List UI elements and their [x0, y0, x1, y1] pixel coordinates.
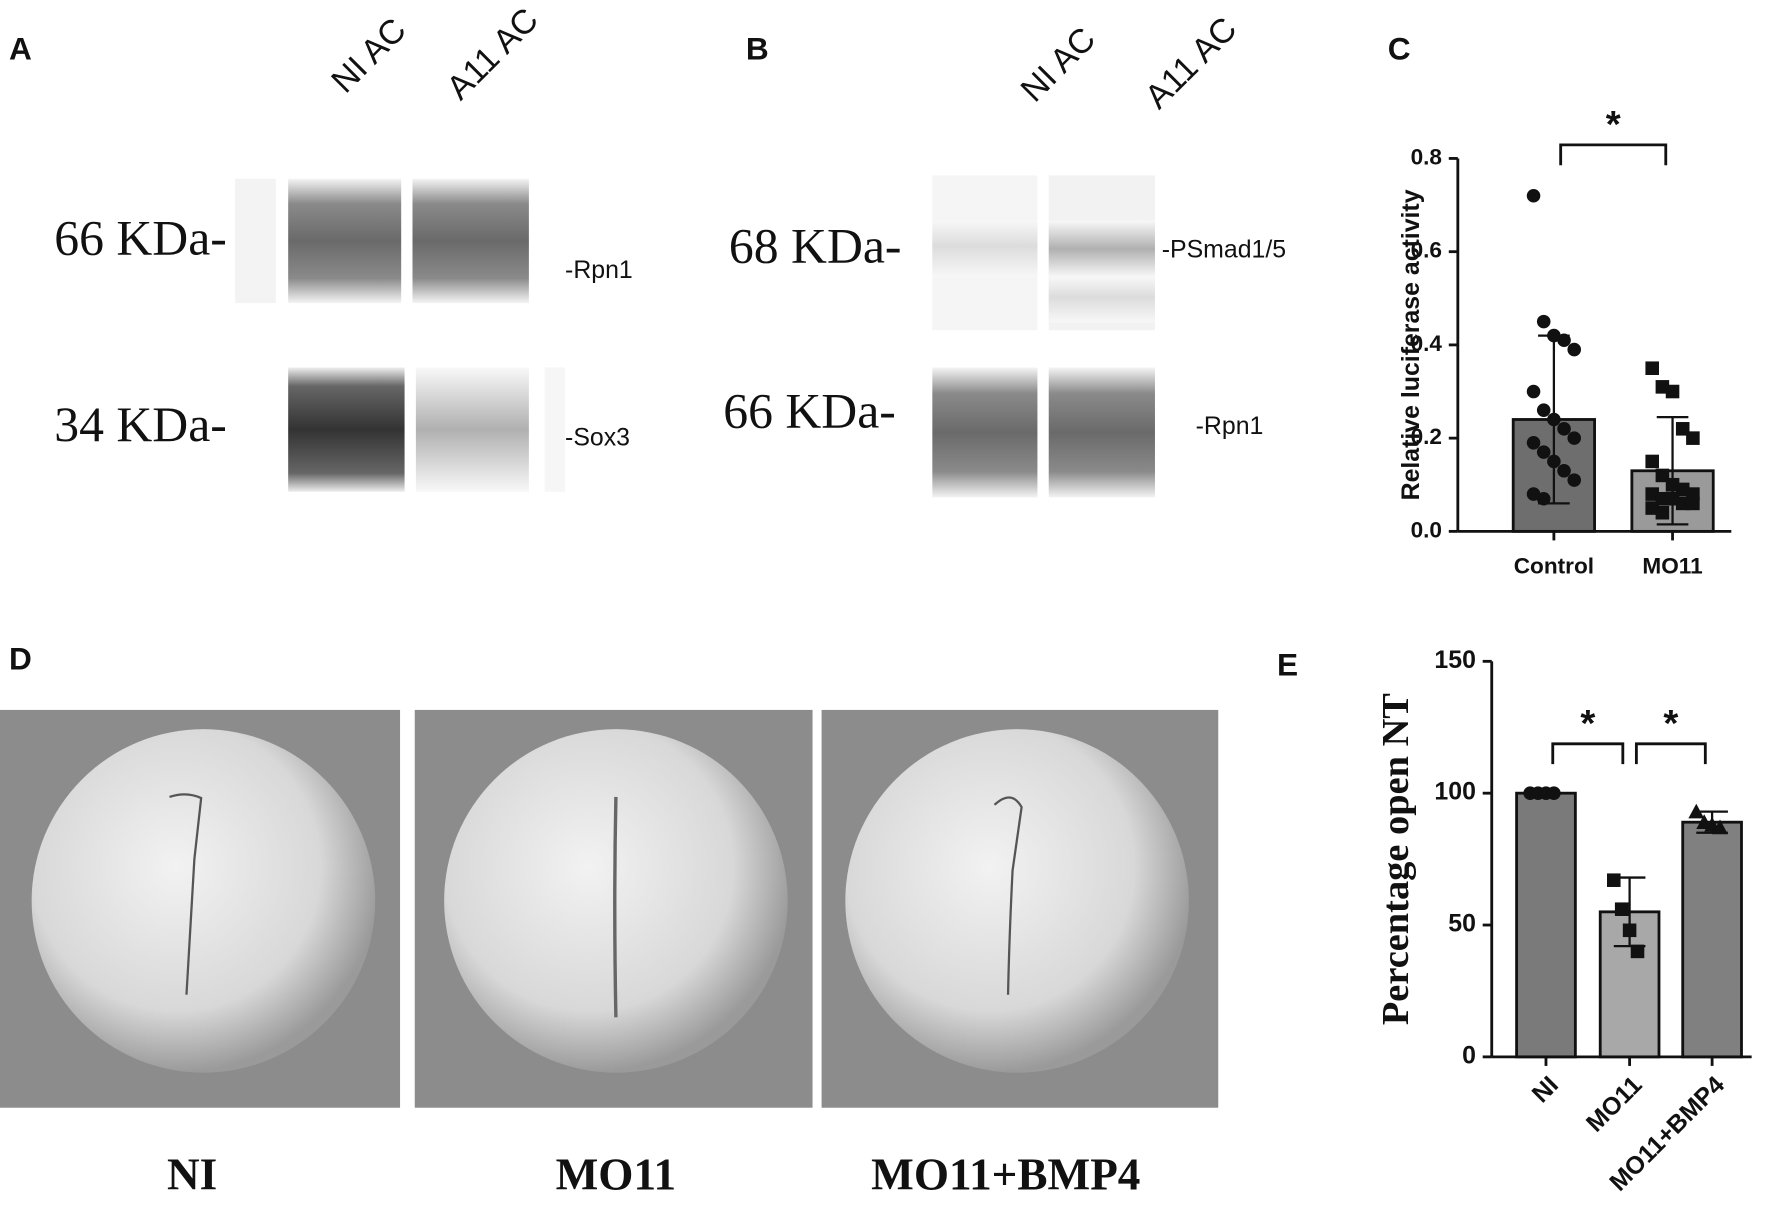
data-point — [1645, 361, 1659, 375]
lane-label: NI AC — [1014, 20, 1103, 109]
data-point — [1526, 436, 1541, 450]
panel-letter: C — [1388, 30, 1411, 66]
photo-caption: MO11+BMP4 — [871, 1149, 1140, 1199]
data-point — [1686, 496, 1700, 511]
y-tick-label: 100 — [1434, 778, 1475, 806]
data-point — [1557, 422, 1571, 436]
data-point — [1547, 786, 1561, 800]
y-tick-label: 0.6 — [1411, 238, 1442, 263]
photo-caption: NI — [167, 1149, 217, 1199]
band-label: -Rpn1 — [565, 256, 633, 284]
significance-label: * — [1580, 702, 1595, 745]
data-point — [1614, 902, 1629, 916]
x-tick-label: NI — [1527, 1071, 1564, 1108]
x-tick-label: Control — [1514, 554, 1594, 579]
data-point — [1665, 384, 1680, 399]
lane-label: A11 AC — [439, 1, 545, 107]
panel-letter: D — [9, 641, 32, 677]
data-point — [1567, 342, 1582, 357]
data-point — [1526, 188, 1541, 203]
band-label: -Sox3 — [565, 423, 630, 451]
marker-label: 66 KDa- — [723, 384, 896, 439]
data-point — [1688, 803, 1705, 819]
panel-letter: B — [746, 30, 769, 66]
blot-b — [932, 175, 1155, 498]
y-tick-label: 0.0 — [1411, 517, 1442, 542]
y-axis-label: Percentage open NT — [1375, 693, 1417, 1025]
band-label: -PSmad1/5 — [1162, 236, 1286, 264]
data-point — [1686, 431, 1700, 445]
y-tick-label: 0.2 — [1411, 424, 1442, 449]
photo-caption: MO11 — [556, 1149, 677, 1199]
significance-label: * — [1606, 103, 1621, 146]
data-point — [1567, 473, 1582, 487]
significance-bracket — [1634, 742, 1707, 765]
lane-label: NI AC — [324, 11, 413, 100]
data-point — [1547, 454, 1561, 469]
data-point — [1607, 873, 1621, 887]
bar — [1515, 791, 1577, 1059]
data-point — [1557, 333, 1571, 348]
data-point — [1547, 412, 1561, 427]
data-point — [1526, 384, 1541, 399]
data-point — [1536, 491, 1551, 506]
bar — [1681, 820, 1743, 1059]
y-tick-label: 50 — [1448, 910, 1476, 938]
lane-label: A11 AC — [1138, 10, 1244, 116]
data-point — [1622, 923, 1637, 938]
y-tick-label: 0.4 — [1411, 331, 1443, 356]
significance-label: * — [1663, 702, 1678, 745]
significance-bracket — [1559, 143, 1668, 166]
y-tick-label: 0 — [1462, 1041, 1476, 1069]
data-point — [1547, 328, 1561, 343]
data-point — [1655, 505, 1670, 520]
data-point — [1645, 454, 1659, 469]
blot-a — [235, 178, 566, 492]
x-tick-label: MO11 — [1581, 1071, 1648, 1138]
significance-bracket — [1551, 742, 1625, 765]
y-tick-label: 0.8 — [1411, 144, 1442, 169]
band-label: -Rpn1 — [1196, 412, 1264, 440]
marker-label: 68 KDa- — [729, 219, 902, 274]
data-point — [1536, 314, 1551, 329]
data-point — [1557, 463, 1571, 478]
data-point — [1526, 487, 1541, 501]
marker-label: 66 KDa- — [54, 211, 227, 266]
data-point — [1536, 403, 1551, 417]
data-point — [1536, 445, 1551, 459]
marker-label: 34 KDa- — [54, 397, 227, 452]
data-point — [1712, 819, 1728, 835]
data-point — [1630, 944, 1645, 959]
panel-letter: A — [9, 30, 32, 66]
x-tick-label: MO11 — [1642, 554, 1702, 579]
panel-letter: E — [1277, 646, 1298, 682]
data-point — [1567, 431, 1582, 445]
y-tick-label: 150 — [1434, 646, 1475, 674]
photos — [0, 709, 1219, 1108]
y-axis-label: Relative luciferase activity — [1397, 189, 1425, 500]
